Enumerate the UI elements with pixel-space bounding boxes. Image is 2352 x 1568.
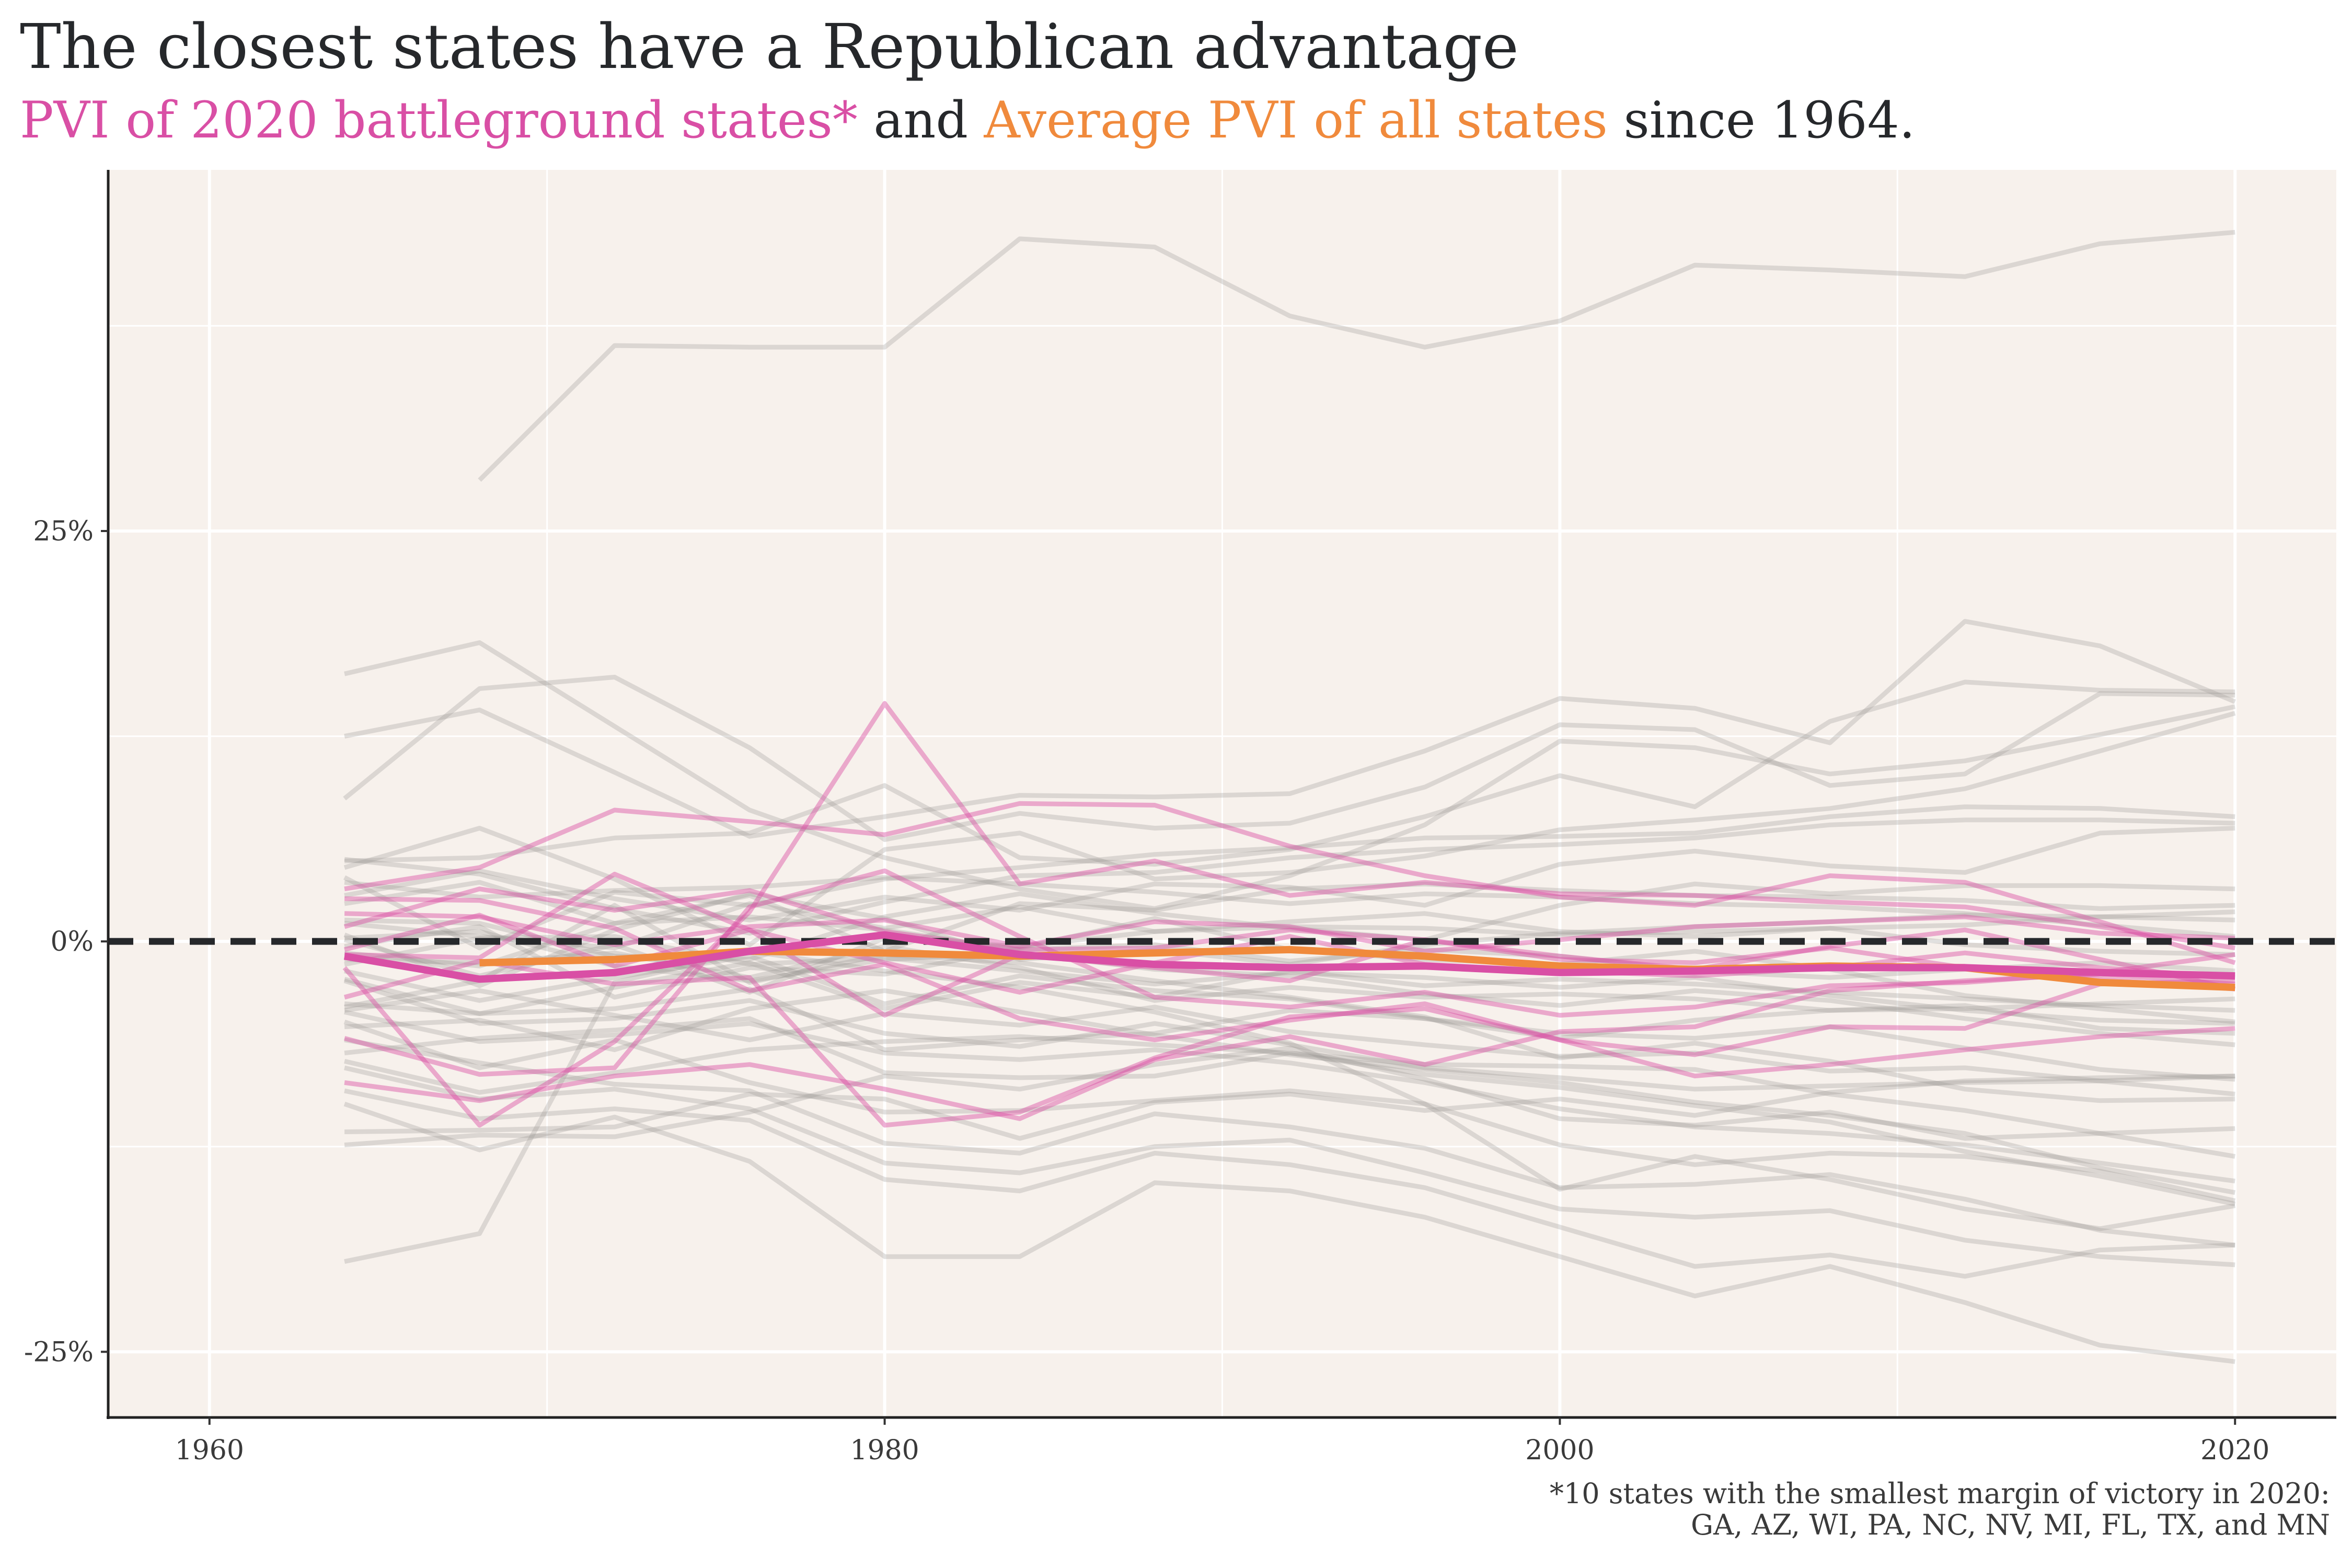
other-state-line — [343, 978, 2235, 1092]
other-state-line — [344, 914, 2235, 980]
chart-subtitle: PVI of 2020 battleground states* and Ave… — [20, 88, 1915, 153]
other-state-line — [344, 1088, 2235, 1279]
battleground-state-line — [344, 801, 2236, 965]
battleground-state-line — [344, 972, 2235, 1121]
other-state-line — [343, 804, 2235, 951]
other-state-line — [478, 229, 2235, 482]
chart-caption: *10 states with the smallest margin of v… — [1550, 1478, 2330, 1541]
other-state-line — [344, 934, 2235, 1026]
other-state-line — [344, 903, 2235, 1103]
battleground-state-line — [343, 959, 2235, 1128]
other-state-line — [344, 1034, 2236, 1207]
other-state-line — [344, 929, 2235, 1047]
other-state-line — [344, 988, 2236, 1195]
y-axis-ticks: -25% 0% 25% — [24, 516, 108, 1368]
x-tick-label: 1980 — [850, 1435, 919, 1466]
other-state-line — [344, 1045, 2235, 1148]
other-state-line — [344, 826, 2235, 923]
x-tick-label: 1960 — [175, 1435, 244, 1466]
other-state-line — [344, 944, 2235, 1036]
subtitle-and-text: and — [857, 91, 984, 149]
y-tick-label: -25% — [24, 1336, 94, 1368]
other-state-line — [344, 953, 2235, 1082]
battleground-state-line — [344, 896, 2235, 1057]
other-state-line — [344, 949, 2235, 1264]
battleground-state-lines — [342, 701, 2236, 1128]
x-tick-label: 2020 — [2200, 1435, 2269, 1466]
battleground-state-line — [343, 868, 2235, 1077]
battleground-state-line — [344, 871, 2236, 1018]
other-state-line — [344, 1037, 2235, 1248]
y-tick-label: 25% — [33, 516, 94, 547]
other-state-line — [343, 675, 2235, 842]
other-states-lines — [343, 229, 2236, 1364]
minor-gridlines — [108, 170, 2336, 1417]
other-state-line — [343, 1019, 2236, 1203]
other-state-line — [344, 1009, 2235, 1184]
other-state-line — [344, 817, 2235, 936]
battleground-state-line — [343, 886, 2235, 991]
legend-battleground-text: PVI of 2020 battleground states* — [20, 91, 858, 149]
other-state-line — [343, 711, 2236, 947]
legend-average-text: Average PVI of all states — [984, 91, 1608, 149]
battleground-average-line — [343, 931, 2235, 983]
other-state-line — [344, 880, 2235, 954]
other-state-line — [344, 988, 2235, 1097]
caption-line-1: *10 states with the smallest margin of v… — [1549, 1477, 2330, 1510]
battleground-state-line — [342, 701, 2235, 1128]
other-state-line — [344, 1065, 2235, 1267]
other-state-line — [343, 909, 2235, 995]
y-tick-label: 0% — [51, 926, 94, 958]
other-state-line — [344, 679, 2235, 867]
average-lines — [343, 931, 2235, 991]
x-tick-label: 2000 — [1525, 1435, 1594, 1466]
x-axis-ticks: 1960 1980 2000 2020 — [175, 1417, 2269, 1466]
chart-title: The closest states have a Republican adv… — [20, 10, 1519, 83]
other-state-line — [343, 1101, 2235, 1364]
other-state-line — [344, 640, 2236, 911]
other-state-line — [344, 619, 2236, 839]
subtitle-since-text: since 1964. — [1607, 91, 1916, 149]
caption-line-2: GA, AZ, WI, PA, NC, NV, MI, FL, TX, and … — [1691, 1508, 2330, 1541]
other-state-line — [344, 1016, 2235, 1159]
other-state-line — [344, 875, 2235, 939]
other-state-line — [343, 977, 2235, 1052]
other-state-line — [344, 1074, 2235, 1141]
